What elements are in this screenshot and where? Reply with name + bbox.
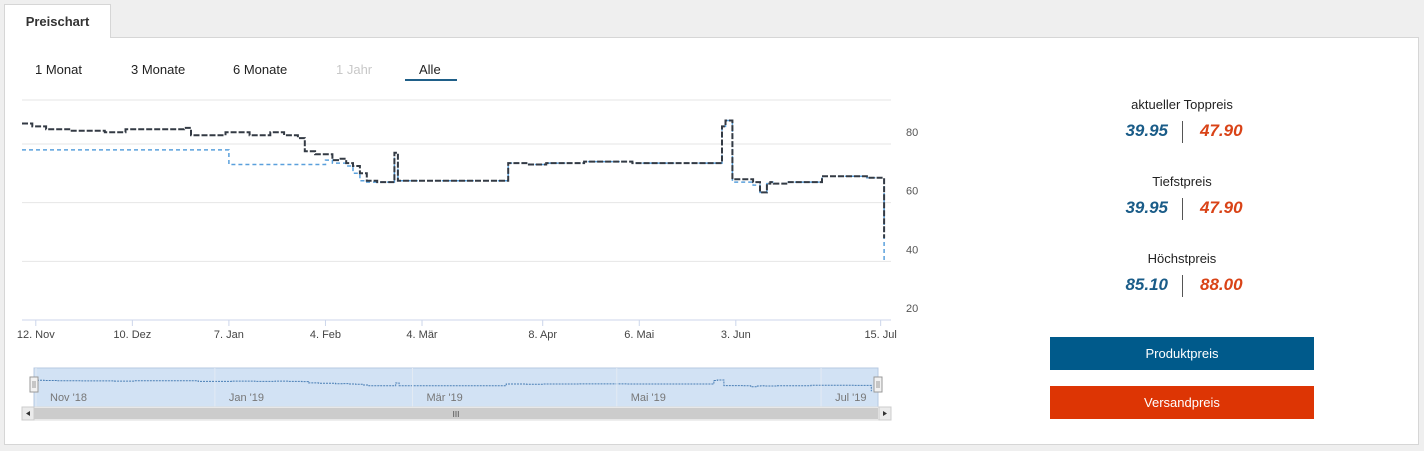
range-selected-indicator <box>405 79 457 81</box>
stat-lowest: Tiefstpreis 39.95 47.90 <box>1050 174 1314 220</box>
stat-lowest-product-price: 39.95 <box>1125 198 1168 217</box>
x-tick-label: 4. Mär <box>406 329 438 341</box>
chevron-left-icon <box>26 411 30 416</box>
stat-current-label: aktueller Toppreis <box>1131 97 1233 112</box>
stat-highest-values: 85.10 88.00 <box>1050 275 1314 299</box>
x-tick-label: 3. Jun <box>721 329 751 341</box>
stat-current-values: 39.95 47.90 <box>1050 121 1314 145</box>
y-tick-label: 40 <box>906 244 918 256</box>
stat-highest-product-price: 85.10 <box>1125 275 1168 294</box>
navigator-tick-label: Jan '19 <box>229 392 264 404</box>
navigator-series <box>34 379 872 392</box>
stat-current: aktueller Toppreis 39.95 47.90 <box>1050 97 1314 143</box>
y-tick-label: 80 <box>906 127 918 139</box>
x-axis-labels: 12. Nov 10. Dez 7. Jan 4. Feb 4. Mär 8. Apr 6.… <box>17 320 897 341</box>
stat-current-shipping-price: 47.90 <box>1200 121 1243 140</box>
navigator-tick-label: Jul '19 <box>835 392 866 404</box>
navigator[interactable]: Nov '18 Jan '19 Mär '19 Mai '19 Jul '19 III <box>21 367 892 421</box>
range-1-jahr[interactable]: 1 Jahr <box>336 62 373 77</box>
chart-series <box>22 119 886 262</box>
navigator-selected-range <box>33 367 879 408</box>
navigator-handle-left <box>29 376 39 393</box>
x-tick-label: 7. Jan <box>214 329 244 341</box>
x-tick-label: 15. Jul <box>864 329 896 341</box>
stat-highest: Höchstpreis 85.10 88.00 <box>1050 251 1314 297</box>
produktpreis-button[interactable]: Produktpreis <box>1050 337 1314 370</box>
range-3-monate[interactable]: 3 Monate <box>131 62 186 77</box>
x-tick-label: 12. Nov <box>17 329 55 341</box>
scrollbar-thumb <box>34 408 878 419</box>
x-tick-label: 10. Dez <box>113 329 151 341</box>
series-line-product <box>22 119 885 262</box>
stat-current-product-price: 39.95 <box>1125 121 1168 140</box>
stat-separator <box>1182 121 1183 143</box>
chevron-right-icon <box>883 411 887 416</box>
navigator-tick-label: Mai '19 <box>631 392 666 404</box>
stat-lowest-shipping-price: 47.90 <box>1200 198 1243 217</box>
x-tick-label: 4. Feb <box>310 329 341 341</box>
range-6-monate[interactable]: 6 Monate <box>233 62 288 77</box>
y-tick-label: 60 <box>906 186 918 198</box>
stat-highest-label: Höchstpreis <box>1147 251 1217 266</box>
stat-highest-shipping-price: 88.00 <box>1200 275 1243 294</box>
chart-grid <box>22 99 891 321</box>
stat-separator <box>1182 198 1183 220</box>
versandpreis-button[interactable]: Versandpreis <box>1050 386 1314 419</box>
series-line-shipping <box>22 119 886 239</box>
navigator-tick-label: Mär '19 <box>426 392 462 404</box>
range-alle[interactable]: Alle <box>419 62 441 77</box>
stat-lowest-label: Tiefstpreis <box>1152 174 1212 189</box>
scrollbar-grip: III <box>453 410 460 419</box>
x-tick-label: 6. Mai <box>624 329 654 341</box>
stat-separator <box>1182 275 1183 297</box>
y-tick-label: 20 <box>906 303 918 315</box>
range-1-monat[interactable]: 1 Monat <box>35 62 82 77</box>
navigator-tick-label: Nov '18 <box>50 392 87 404</box>
tab-preischart[interactable]: Preischart <box>4 4 111 38</box>
x-tick-label: 8. Apr <box>528 329 557 341</box>
stat-lowest-values: 39.95 47.90 <box>1050 198 1314 222</box>
y-axis-labels: 20 40 60 80 <box>906 127 918 315</box>
navigator-handle-right <box>873 376 883 393</box>
